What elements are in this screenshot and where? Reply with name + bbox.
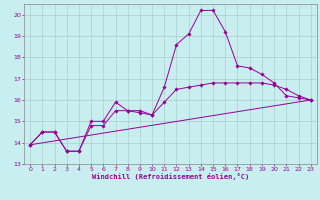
X-axis label: Windchill (Refroidissement éolien,°C): Windchill (Refroidissement éolien,°C) [92, 173, 249, 180]
